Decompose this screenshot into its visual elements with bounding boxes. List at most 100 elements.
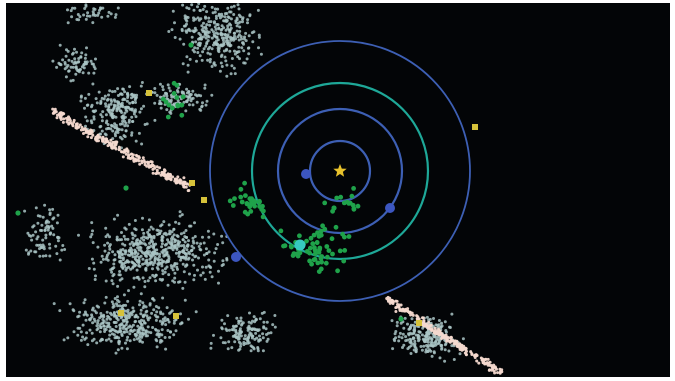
asteroid-dot [105,310,109,314]
asteroid-dot [224,40,228,43]
asteroid-dot [210,36,214,40]
asteroid-dot [135,268,139,272]
asteroid-dot [192,16,195,20]
asteroid-dot [160,264,164,268]
asteroid-dot [105,253,109,257]
trojan-asteroid-dot [387,299,390,303]
asteroid-dot [84,17,88,21]
asteroid-dot [216,32,220,36]
asteroid-dot [106,241,110,245]
near-earth-object-dot [288,243,294,249]
asteroid-dot [158,82,162,86]
asteroid-dot [161,85,165,89]
asteroid-dot [116,87,120,91]
near-earth-object-dot [308,235,314,241]
asteroid-dot [205,10,209,14]
asteroid-dot [214,17,218,20]
asteroid-dot [194,310,198,314]
asteroid-dot [130,96,133,100]
asteroid-dot [148,262,152,266]
asteroid-dot [138,303,141,307]
asteroid-dot [185,6,189,10]
asteroid-dot [206,58,210,62]
asteroid-dot [77,18,81,22]
asteroid-dot [194,40,198,44]
asteroid-dot [125,105,128,109]
asteroid-dot [248,331,252,335]
asteroid-dot [123,243,127,247]
asteroid-dot [210,28,214,32]
asteroid-dot [128,314,132,318]
asteroid-dot [141,301,145,305]
asteroid-dot [29,249,33,253]
asteroid-dot [204,16,208,20]
asteroid-dot [259,52,263,56]
asteroid-dot [231,334,235,338]
asteroid-dot [171,248,175,252]
asteroid-dot [91,306,95,310]
asteroid-dot [91,10,95,14]
asteroid-dot [153,259,157,263]
asteroid-dot [414,350,418,353]
asteroid-dot [191,29,195,33]
asteroid-dot [111,302,115,306]
asteroid-dot [113,258,117,262]
asteroid-dot [81,335,85,339]
asteroid-dot [129,329,132,333]
asteroid-dot [158,319,162,323]
asteroid-dot [132,285,136,289]
asteroid-dot [152,308,156,312]
near-earth-object-dot [238,186,244,192]
asteroid-dot [134,115,138,119]
asteroid-dot [162,94,166,98]
asteroid-dot [99,6,102,10]
asteroid-dot [103,301,107,305]
trojan-asteroid-dot [95,139,99,143]
asteroid-dot [68,302,72,306]
asteroid-dot [79,55,83,59]
asteroid-dot [119,109,123,113]
asteroid-dot [401,346,404,349]
asteroid-dot [139,292,143,296]
asteroid-dot [101,110,105,114]
planet-earth-dot-icon [294,239,306,251]
asteroid-dot [100,115,104,119]
near-earth-object-dot [318,256,324,261]
asteroid-dot [398,331,402,335]
asteroid-dot [154,279,158,283]
asteroid-dot [197,245,201,248]
asteroid-dot [160,238,164,242]
asteroid-dot [161,235,165,239]
near-earth-object-dot [309,261,314,267]
trojan-asteroid-dot [158,166,162,170]
asteroid-dot [131,306,135,310]
asteroid-dot [123,226,127,230]
trojan-asteroid-dot [59,111,63,115]
asteroid-dot [213,251,217,255]
asteroid-dot [94,97,98,101]
asteroid-dot [38,214,42,218]
asteroid-dot [167,320,171,324]
near-earth-object-dot [188,42,194,48]
near-earth-object-dot [342,234,347,240]
asteroid-dot [216,23,220,27]
trojan-asteroid-dot [142,159,146,162]
near-earth-object-dot [261,208,266,214]
asteroid-dot [120,238,123,242]
asteroid-dot [172,321,176,325]
asteroid-dot [116,284,120,288]
asteroid-dot [158,252,162,256]
asteroid-dot [138,334,142,337]
asteroid-dot [179,232,183,236]
asteroid-dot [95,328,99,332]
trojan-asteroid-dot [109,142,113,146]
asteroid-dot [431,344,435,348]
asteroid-dot [428,348,431,352]
near-earth-object-dot [166,102,172,108]
asteroid-dot [58,258,62,262]
asteroid-dot [187,239,190,243]
near-earth-object-dot [257,199,262,205]
trojan-asteroid-dot [488,368,492,372]
asteroid-dot [220,264,224,267]
near-earth-object-dot [342,248,348,253]
